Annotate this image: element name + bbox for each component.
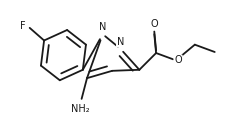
- Text: NH₂: NH₂: [71, 104, 90, 114]
- Text: N: N: [99, 22, 106, 32]
- Text: O: O: [174, 55, 182, 65]
- Text: N: N: [117, 37, 124, 47]
- Text: F: F: [20, 21, 25, 31]
- Text: O: O: [150, 19, 158, 29]
